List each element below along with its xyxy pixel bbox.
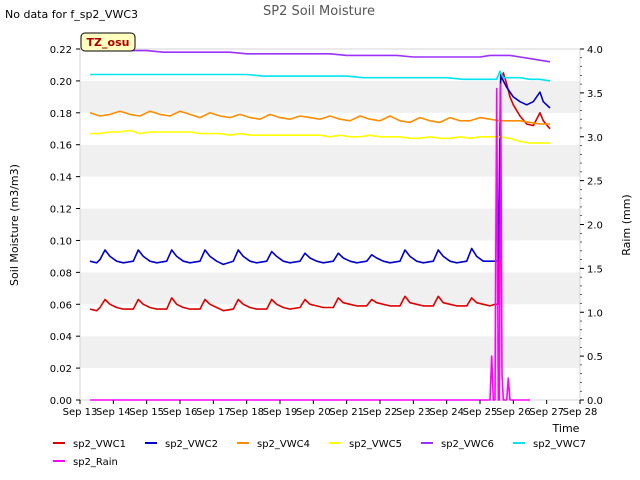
y-tick-label: 0.00 xyxy=(50,396,72,407)
y2-tick-label: 2.5 xyxy=(587,177,603,188)
y-axis-label: Soil Moisture (m3/m3) xyxy=(8,164,21,286)
y-tick-label: 0.10 xyxy=(50,236,72,247)
x-axis-label: Time xyxy=(552,422,580,435)
y-tick-label: 0.14 xyxy=(50,173,72,184)
x-tick-label: Sep 17 xyxy=(196,407,231,418)
legend-item: sp2_VWC5 xyxy=(329,439,402,450)
y2-tick-label: 3.5 xyxy=(587,89,603,100)
x-tick-label: Sep 21 xyxy=(329,407,364,418)
grid-band xyxy=(80,208,580,241)
site-badge-label: TZ_osu xyxy=(87,36,130,49)
x-tick-label: Sep 25 xyxy=(463,407,498,418)
y2-tick-label: 0.0 xyxy=(587,396,603,407)
y2-axis-label: Raim (mm) xyxy=(620,194,633,255)
x-tick-label: Sep 13 xyxy=(63,407,98,418)
y-tick-label: 0.20 xyxy=(50,77,72,88)
chart-title: SP2 Soil Moisture xyxy=(263,4,375,19)
legend-item: sp2_VWC4 xyxy=(237,439,310,450)
y-tick-label: 0.16 xyxy=(50,141,72,152)
y2-tick-label: 1.0 xyxy=(587,308,603,319)
grid-band xyxy=(80,368,580,400)
x-tick-label: Sep 22 xyxy=(363,407,398,418)
y2-tick-label: 1.5 xyxy=(587,264,603,275)
y-axis-right: 0.0 0.5 1.0 1.5 2.0 2.5 3.0 3.5 4.0 xyxy=(580,45,603,407)
grid-band xyxy=(80,336,580,369)
x-tick-label: Sep 14 xyxy=(96,407,131,418)
y-tick-label: 0.18 xyxy=(50,109,72,120)
series-line-sp2-rain xyxy=(90,83,530,401)
legend-label: sp2_Rain xyxy=(73,457,118,468)
series-line-sp2-vwc5 xyxy=(90,129,550,144)
site-badge: TZ_osu xyxy=(80,32,136,52)
series-group xyxy=(89,49,551,401)
x-tick-label: Sep 27 xyxy=(529,407,564,418)
series-line-sp2-vwc4 xyxy=(89,110,550,125)
y-axis-left: 0.00 0.02 0.04 0.06 0.08 0.10 0.12 0.14 0.16 0.18… xyxy=(50,45,80,407)
series-line-sp2-vwc7 xyxy=(90,70,551,82)
y-tick-label: 0.08 xyxy=(50,268,72,279)
grid-band xyxy=(80,240,580,273)
y2-tick-label: 0.5 xyxy=(587,352,603,363)
y2-tick-label: 3.0 xyxy=(587,133,603,144)
legend-item: sp2_VWC1 xyxy=(53,439,126,450)
y-tick-label: 0.02 xyxy=(50,364,72,375)
x-tick-label: Sep 26 xyxy=(496,407,531,418)
x-tick-label: Sep 28 xyxy=(563,407,598,418)
x-tick-label: Sep 20 xyxy=(296,407,331,418)
x-tick-label: Sep 24 xyxy=(429,407,464,418)
x-tick-label: Sep 23 xyxy=(396,407,431,418)
legend-item: sp2_Rain xyxy=(53,457,118,468)
y-tick-label: 0.06 xyxy=(50,300,72,311)
legend-label: sp2_VWC7 xyxy=(533,439,586,450)
grid-band xyxy=(80,176,580,209)
x-tick-label: Sep 16 xyxy=(163,407,198,418)
legend-label: sp2_VWC5 xyxy=(349,439,402,450)
y2-tick-label: 4.0 xyxy=(587,45,603,56)
y-tick-label: 0.12 xyxy=(50,205,72,216)
y-tick-label: 0.04 xyxy=(50,332,72,343)
x-tick-label: Sep 15 xyxy=(129,407,164,418)
series-line-sp2-vwc2 xyxy=(89,73,551,266)
legend-label: sp2_VWC4 xyxy=(257,439,310,450)
y2-tick-label: 2.0 xyxy=(587,221,603,232)
grid-band xyxy=(80,144,580,177)
x-tick-label: Sep 19 xyxy=(263,407,298,418)
legend-item: sp2_VWC2 xyxy=(145,439,218,450)
legend: sp2_VWC1 sp2_VWC2 sp2_VWC4 sp2_VWC5 sp2_VWC6… xyxy=(53,439,586,468)
x-tick-label: Sep 18 xyxy=(229,407,264,418)
series-line-sp2-vwc6 xyxy=(90,49,551,63)
series-line-sp2-vwc1 xyxy=(89,72,551,312)
no-data-note: No data for f_sp2_VWC3 xyxy=(5,8,138,21)
y-tick-label: 0.22 xyxy=(50,45,72,56)
grid-band xyxy=(80,272,580,305)
grid-band xyxy=(80,112,580,145)
legend-item: sp2_VWC7 xyxy=(513,439,586,450)
legend-label: sp2_VWC2 xyxy=(165,439,218,450)
legend-label: sp2_VWC6 xyxy=(441,439,494,450)
legend-item: sp2_VWC6 xyxy=(421,439,494,450)
grid-bands xyxy=(80,49,580,400)
legend-label: sp2_VWC1 xyxy=(73,439,126,450)
